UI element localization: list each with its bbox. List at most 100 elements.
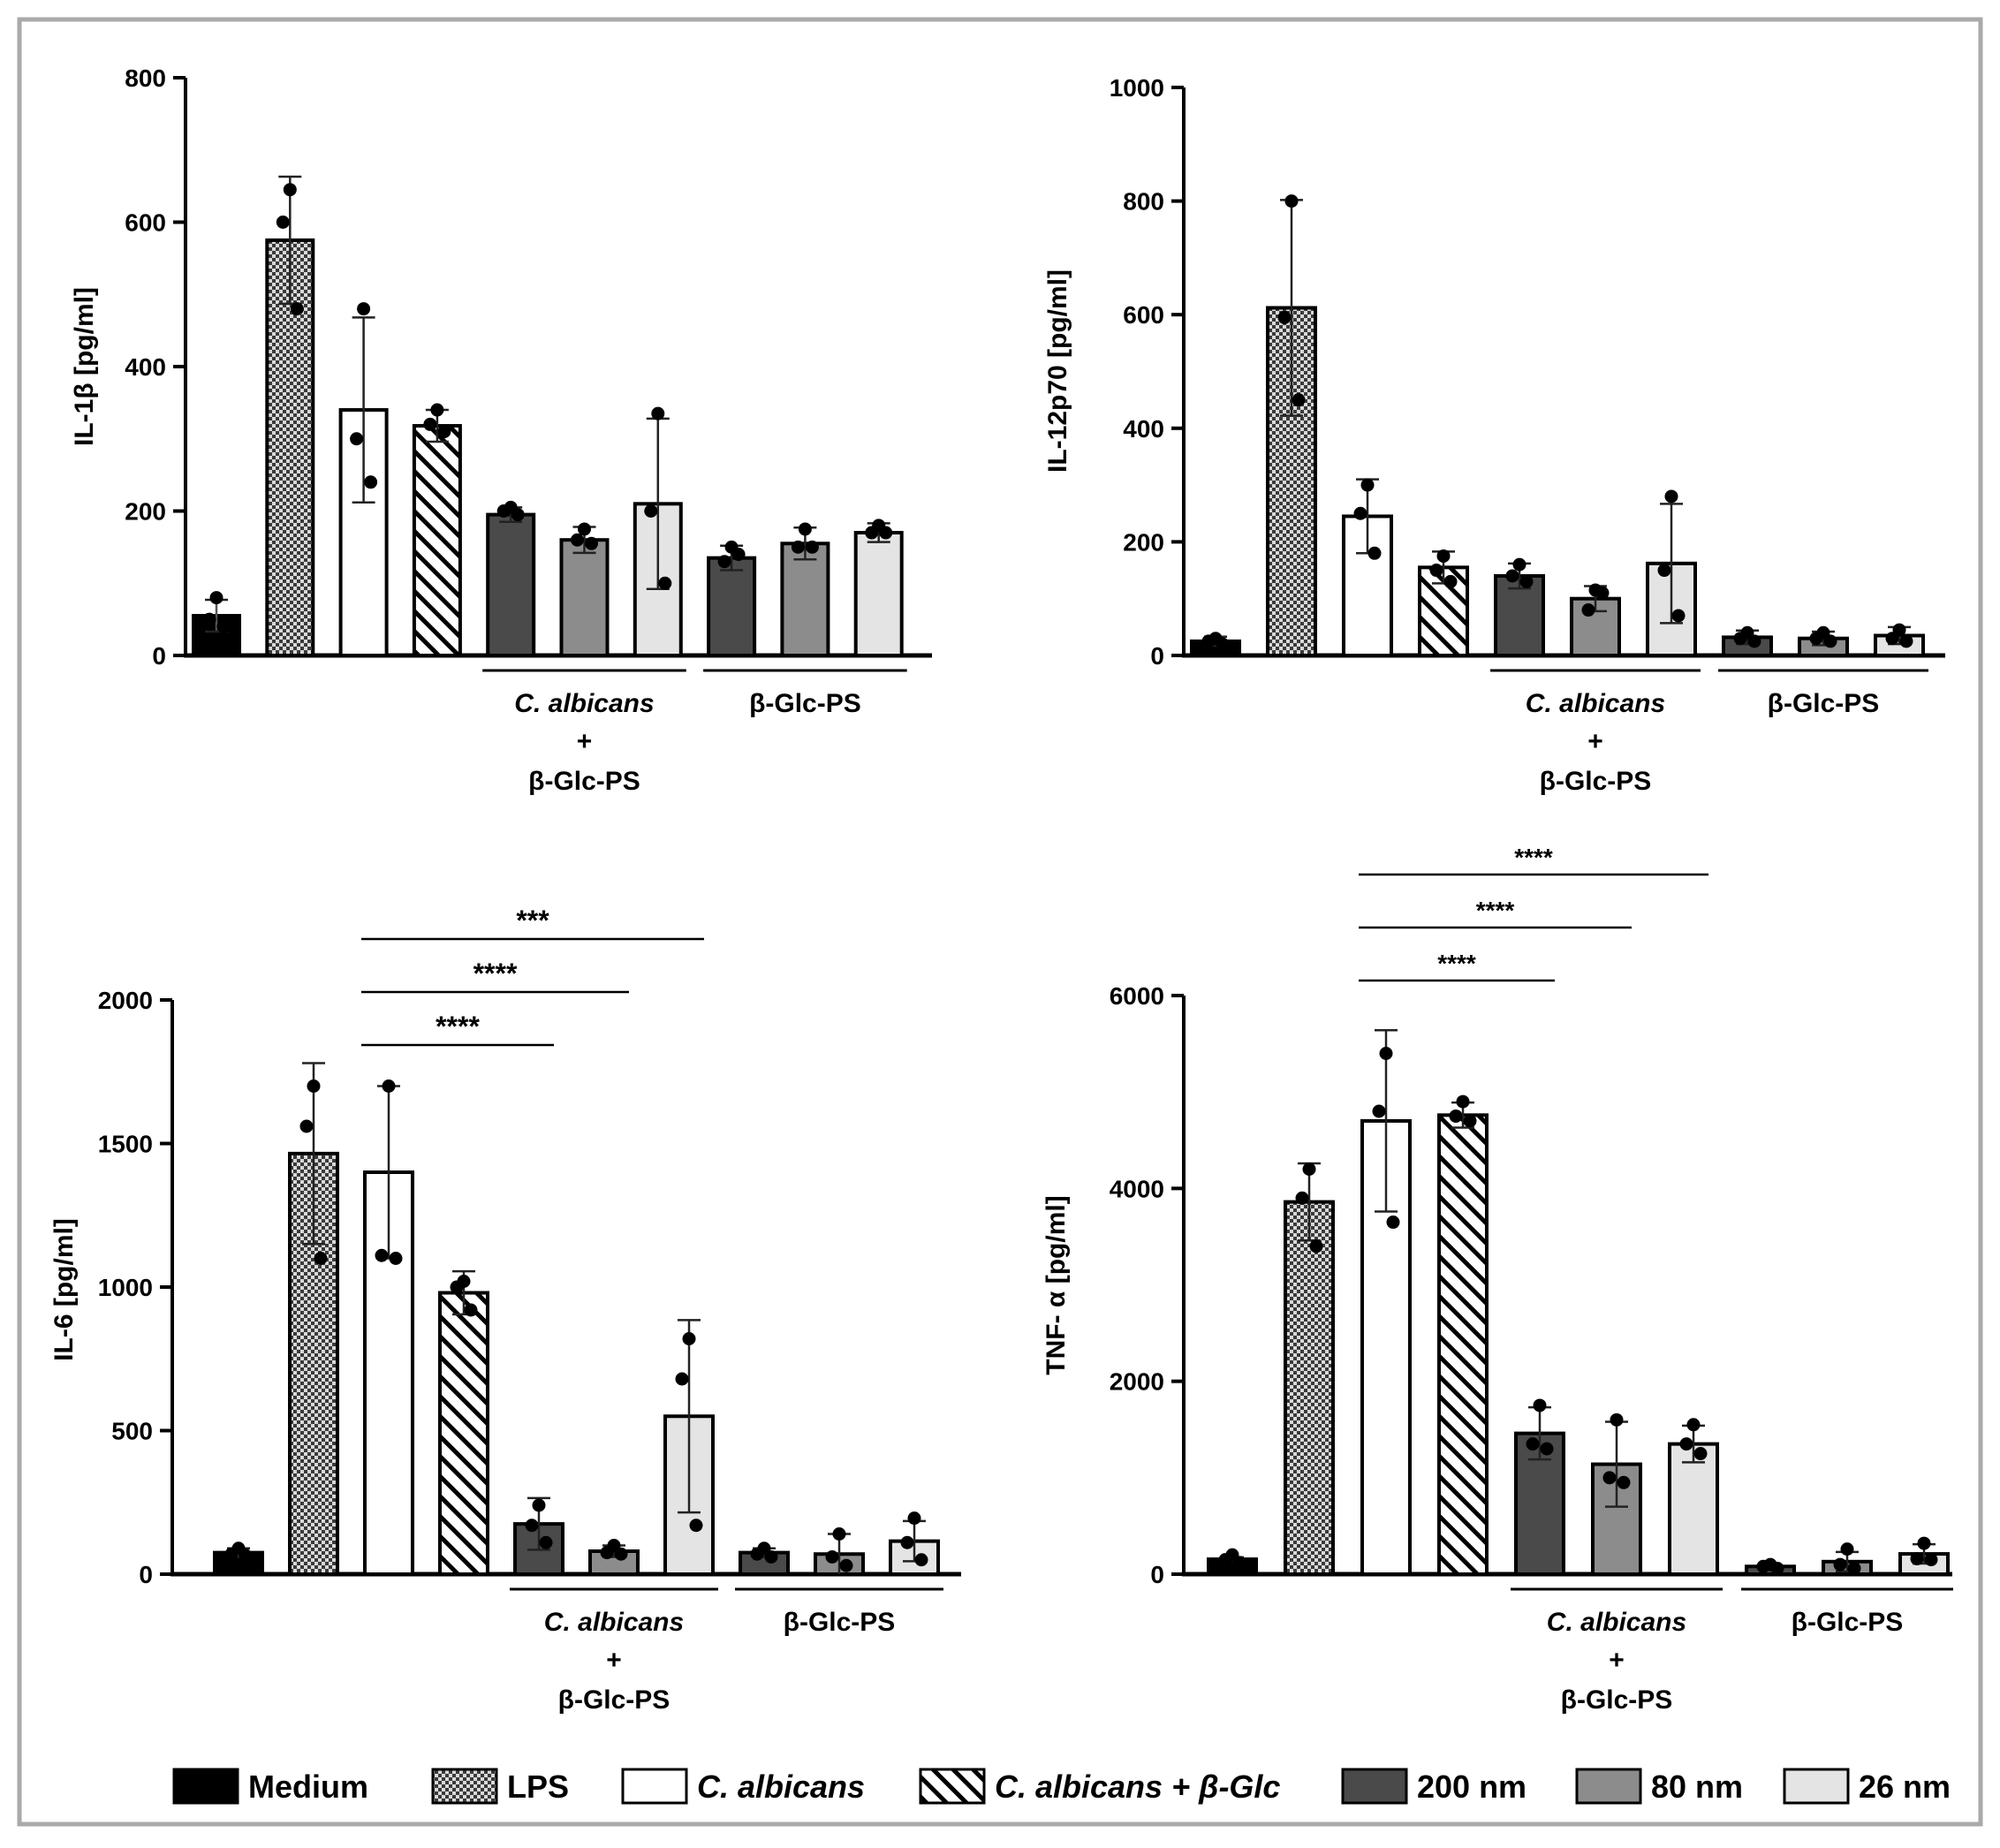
data-point-6-2 xyxy=(658,576,672,590)
y-tick-label: 600 xyxy=(125,209,166,237)
data-point-5-2 xyxy=(1595,586,1610,600)
data-point-0-1 xyxy=(224,1547,239,1561)
bar-1 xyxy=(265,238,315,657)
y-tick-label: 4000 xyxy=(1110,1175,1164,1202)
bar-5 xyxy=(559,538,610,658)
data-point-7-2 xyxy=(764,1550,778,1564)
data-point-2-1 xyxy=(1372,1104,1386,1118)
y-axis-label: IL-1β [pg/ml] xyxy=(70,287,99,446)
group-label-psonly: β-Glc-PS xyxy=(749,689,861,718)
y-tick-label: 600 xyxy=(1123,301,1164,329)
data-point-5-0 xyxy=(1610,1413,1624,1427)
data-point-3-2 xyxy=(1443,574,1458,588)
data-point-1-1 xyxy=(1295,1191,1309,1205)
data-point-9-0 xyxy=(1917,1536,1931,1550)
data-point-8-0 xyxy=(1840,1542,1854,1556)
legend: Medium LPS C. albicans C. albicans + β-Glc 2… xyxy=(172,1768,1951,1805)
group-label-line3: β-Glc-PS xyxy=(528,767,640,796)
data-point-8-1 xyxy=(825,1550,839,1564)
y-tick-label: 1000 xyxy=(1110,74,1164,102)
data-point-9-1 xyxy=(1885,632,1899,646)
bar-7 xyxy=(707,556,757,658)
group-label-psonly: β-Glc-PS xyxy=(1792,1608,1904,1637)
outer-border xyxy=(17,17,1983,1827)
data-point-2-0 xyxy=(1379,1047,1393,1060)
data-point-1-2 xyxy=(1309,1239,1323,1253)
data-point-6-2 xyxy=(1693,1447,1708,1461)
data-point-0-1 xyxy=(202,612,216,626)
legend-label-0: Medium xyxy=(248,1768,368,1805)
data-point-7-2 xyxy=(1747,634,1761,648)
y-tick-label: 1500 xyxy=(98,1131,153,1158)
data-point-2-1 xyxy=(1353,506,1367,520)
legend-swatch-3 xyxy=(919,1768,986,1805)
data-point-4-0 xyxy=(1512,557,1527,572)
data-point-8-0 xyxy=(832,1527,846,1541)
group-label-line2: + xyxy=(1587,727,1603,756)
data-point-6-1 xyxy=(1657,564,1671,578)
data-point-7-1 xyxy=(1756,1559,1770,1573)
data-point-6-0 xyxy=(651,406,665,420)
data-point-9-2 xyxy=(1899,634,1913,648)
data-point-0-1 xyxy=(1218,1553,1232,1567)
data-point-4-1 xyxy=(1526,1437,1540,1451)
data-point-6-0 xyxy=(1664,489,1678,504)
data-point-3-2 xyxy=(1463,1114,1477,1128)
data-point-8-2 xyxy=(1823,634,1837,648)
data-point-1-0 xyxy=(283,183,297,197)
data-point-2-2 xyxy=(364,475,378,489)
group-label-psonly: β-Glc-PS xyxy=(1768,689,1880,718)
data-point-8-2 xyxy=(1847,1561,1861,1575)
data-point-7-2 xyxy=(731,548,746,562)
group-label-line3: β-Glc-PS xyxy=(1540,767,1652,796)
data-point-5-1 xyxy=(571,533,584,547)
bar-6 xyxy=(1668,1442,1719,1576)
legend-swatch-4 xyxy=(1341,1768,1408,1805)
significance-label-1: **** xyxy=(1476,897,1515,924)
group-label-line1: C. albicans xyxy=(1526,689,1665,718)
data-point-5-1 xyxy=(1602,1471,1617,1485)
data-point-1-2 xyxy=(314,1252,328,1265)
data-point-1-1 xyxy=(276,216,290,229)
data-point-0-2 xyxy=(239,1549,253,1563)
data-point-0-2 xyxy=(216,619,231,633)
data-point-3-0 xyxy=(430,403,444,417)
y-tick-label: 1000 xyxy=(98,1274,153,1301)
data-point-4-0 xyxy=(1533,1398,1547,1413)
data-point-4-1 xyxy=(1505,569,1519,583)
data-point-2-2 xyxy=(389,1252,403,1265)
legend-label-1: LPS xyxy=(507,1768,569,1805)
data-point-4-2 xyxy=(539,1535,553,1549)
data-point-4-1 xyxy=(525,1519,539,1533)
y-tick-label: 0 xyxy=(139,1561,153,1588)
bar-1 xyxy=(1284,1200,1335,1577)
y-tick-label: 2000 xyxy=(98,987,153,1014)
legend-swatch-6 xyxy=(1783,1768,1850,1805)
data-point-9-2 xyxy=(1924,1553,1938,1567)
data-point-1-1 xyxy=(299,1119,314,1133)
data-point-3-1 xyxy=(423,417,437,431)
bar-8 xyxy=(780,542,830,657)
data-point-1-0 xyxy=(1284,194,1299,208)
significance-label-0: **** xyxy=(1437,950,1476,977)
y-tick-label: 800 xyxy=(1123,188,1164,216)
significance-label-2: *** xyxy=(516,905,549,936)
data-point-4-2 xyxy=(1519,574,1534,588)
data-point-7-1 xyxy=(1733,632,1747,646)
data-point-0-2 xyxy=(1232,1556,1246,1570)
group-label-line1: C. albicans xyxy=(1547,1608,1686,1637)
legend-label-4: 200 nm xyxy=(1417,1768,1527,1805)
data-point-5-1 xyxy=(1581,603,1595,617)
y-axis-label: IL-12p70 [pg/ml] xyxy=(1043,269,1072,473)
data-point-8-1 xyxy=(791,540,805,554)
data-point-8-0 xyxy=(798,522,812,536)
y-tick-label: 200 xyxy=(1123,528,1164,556)
data-point-2-1 xyxy=(375,1248,389,1262)
bar-2 xyxy=(1342,514,1393,658)
data-point-3-2 xyxy=(437,425,451,439)
legend-label-6: 26 nm xyxy=(1859,1768,1951,1805)
data-point-7-2 xyxy=(1770,1561,1784,1575)
data-point-1-1 xyxy=(1277,310,1292,324)
data-point-0-1 xyxy=(1201,634,1216,648)
